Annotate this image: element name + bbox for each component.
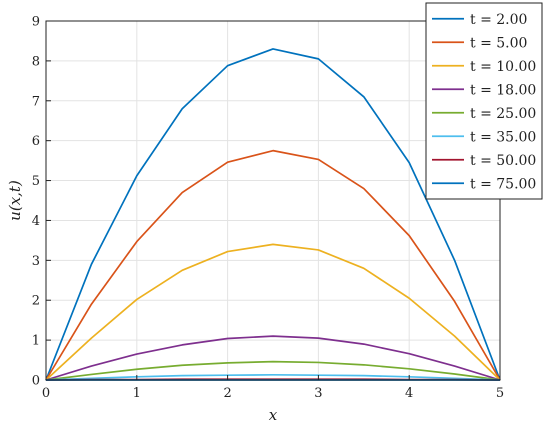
x-tick-label-2: 2: [223, 386, 231, 401]
x-tick-label-1: 1: [133, 386, 141, 401]
series-line-1: [45, 149, 501, 381]
series-line-5: [45, 373, 501, 381]
series-line-2: [45, 243, 501, 381]
y-tick-label-3: 3: [32, 254, 40, 269]
plot-frame: [45, 20, 501, 381]
x-axis-label: x: [269, 406, 278, 424]
y-tick-label-8: 8: [32, 54, 40, 69]
x-tick-label-4: 4: [405, 386, 413, 401]
legend-label-1: t = 5.00: [470, 35, 527, 51]
x-tick-label-3: 3: [314, 386, 322, 401]
y-axis-ticks: 0 1 2 3 4 5 6 7 8 9: [32, 15, 51, 389]
y-tick-label-0: 0: [32, 374, 40, 389]
legend-label-7: t = 75.00: [470, 176, 536, 192]
y-tick-label-5: 5: [32, 174, 40, 189]
y-tick-label-9: 9: [32, 15, 40, 30]
y-tick-label-1: 1: [32, 334, 40, 349]
y-tick-label-6: 6: [32, 134, 40, 149]
x-tick-label-5: 5: [496, 386, 504, 401]
series-line-3: [45, 335, 501, 381]
y-tick-label-4: 4: [32, 214, 40, 229]
legend-label-2: t = 10.00: [470, 59, 536, 75]
legend-label-4: t = 25.00: [470, 106, 536, 122]
legend-label-5: t = 35.00: [470, 129, 536, 145]
x-tick-label-0: 0: [42, 386, 50, 401]
legend-label-0: t = 2.00: [470, 12, 527, 28]
legend-label-6: t = 50.00: [470, 153, 536, 169]
y-axis-label: u(x,t): [6, 180, 24, 221]
legend: t = 2.00 t = 5.00 t = 10.00 t = 18.00 t = 25…: [425, 2, 543, 200]
legend-label-3: t = 18.00: [470, 82, 536, 98]
series-line-0: [45, 48, 501, 381]
series-line-4: [45, 360, 501, 381]
y-tick-label-7: 7: [32, 94, 40, 109]
y-tick-label-2: 2: [32, 294, 40, 309]
legend-box: [425, 2, 543, 200]
x-axis-ticks: 0 1 2 3 4 5: [42, 375, 504, 401]
